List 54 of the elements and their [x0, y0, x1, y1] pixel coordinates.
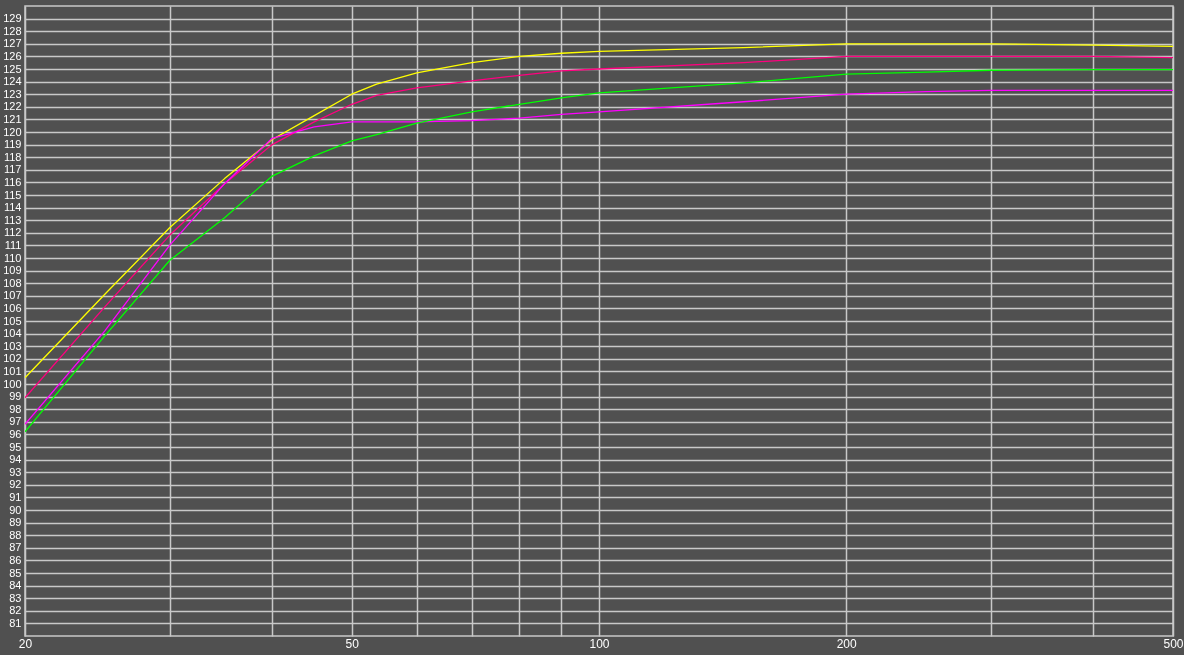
y-tick-label: 85 — [9, 566, 22, 579]
y-tick-label: 97 — [9, 415, 22, 428]
y-tick-label: 90 — [9, 503, 22, 516]
y-tick-label: 121 — [3, 112, 22, 125]
y-tick-label: 88 — [9, 528, 22, 541]
y-tick-label: 117 — [3, 163, 22, 176]
y-tick-label: 110 — [3, 251, 22, 264]
y-tick-label: 112 — [3, 226, 22, 239]
y-tick-label: 82 — [9, 604, 22, 617]
y-tick-label: 118 — [3, 150, 22, 163]
x-tick-label: 100 — [589, 636, 610, 651]
y-tick-label: 104 — [3, 327, 22, 340]
y-tick-label: 89 — [9, 516, 22, 529]
y-tick-label: 109 — [3, 264, 22, 277]
y-tick-label: 106 — [3, 301, 22, 314]
y-tick-label: 120 — [3, 125, 22, 138]
y-tick-label: 107 — [3, 289, 22, 302]
y-tick-label: 103 — [3, 339, 22, 352]
y-tick-label: 116 — [3, 175, 22, 188]
y-tick-label: 119 — [3, 138, 22, 151]
y-tick-label: 128 — [3, 24, 22, 37]
y-tick-label: 126 — [3, 49, 22, 62]
x-tick-label: 20 — [18, 636, 33, 651]
y-tick-label: 125 — [3, 62, 22, 75]
y-tick-label: 111 — [4, 238, 22, 251]
y-tick-label: 122 — [3, 100, 22, 113]
y-tick-label: 98 — [9, 402, 22, 415]
y-tick-label: 123 — [3, 87, 22, 100]
y-tick-label: 96 — [9, 427, 22, 440]
y-tick-label: 108 — [3, 276, 22, 289]
y-tick-label: 99 — [9, 390, 22, 403]
y-tick-label: 129 — [3, 12, 22, 25]
x-tick-label: 500 — [1163, 636, 1184, 651]
y-tick-label: 87 — [9, 541, 22, 554]
y-tick-label: 127 — [3, 37, 22, 50]
y-tick-label: 101 — [3, 364, 22, 377]
x-tick-label: 200 — [836, 636, 858, 651]
y-tick-label: 102 — [3, 352, 22, 365]
y-tick-label: 105 — [3, 314, 22, 327]
y-tick-label: 81 — [9, 616, 22, 629]
y-tick-label: 92 — [9, 478, 22, 491]
y-tick-label: 86 — [9, 553, 22, 566]
y-tick-label: 114 — [3, 201, 22, 214]
y-tick-label: 100 — [3, 377, 22, 390]
y-tick-label: 95 — [9, 440, 22, 453]
y-tick-label: 93 — [9, 465, 22, 478]
y-tick-label: 124 — [3, 75, 22, 88]
y-tick-label: 83 — [9, 591, 22, 604]
y-tick-label: 94 — [9, 453, 22, 466]
x-tick-label: 50 — [345, 636, 360, 651]
y-tick-label: 115 — [3, 188, 22, 201]
y-tick-label: 113 — [3, 213, 22, 226]
y-tick-label: 84 — [9, 579, 22, 592]
y-tick-label: 91 — [9, 490, 22, 503]
